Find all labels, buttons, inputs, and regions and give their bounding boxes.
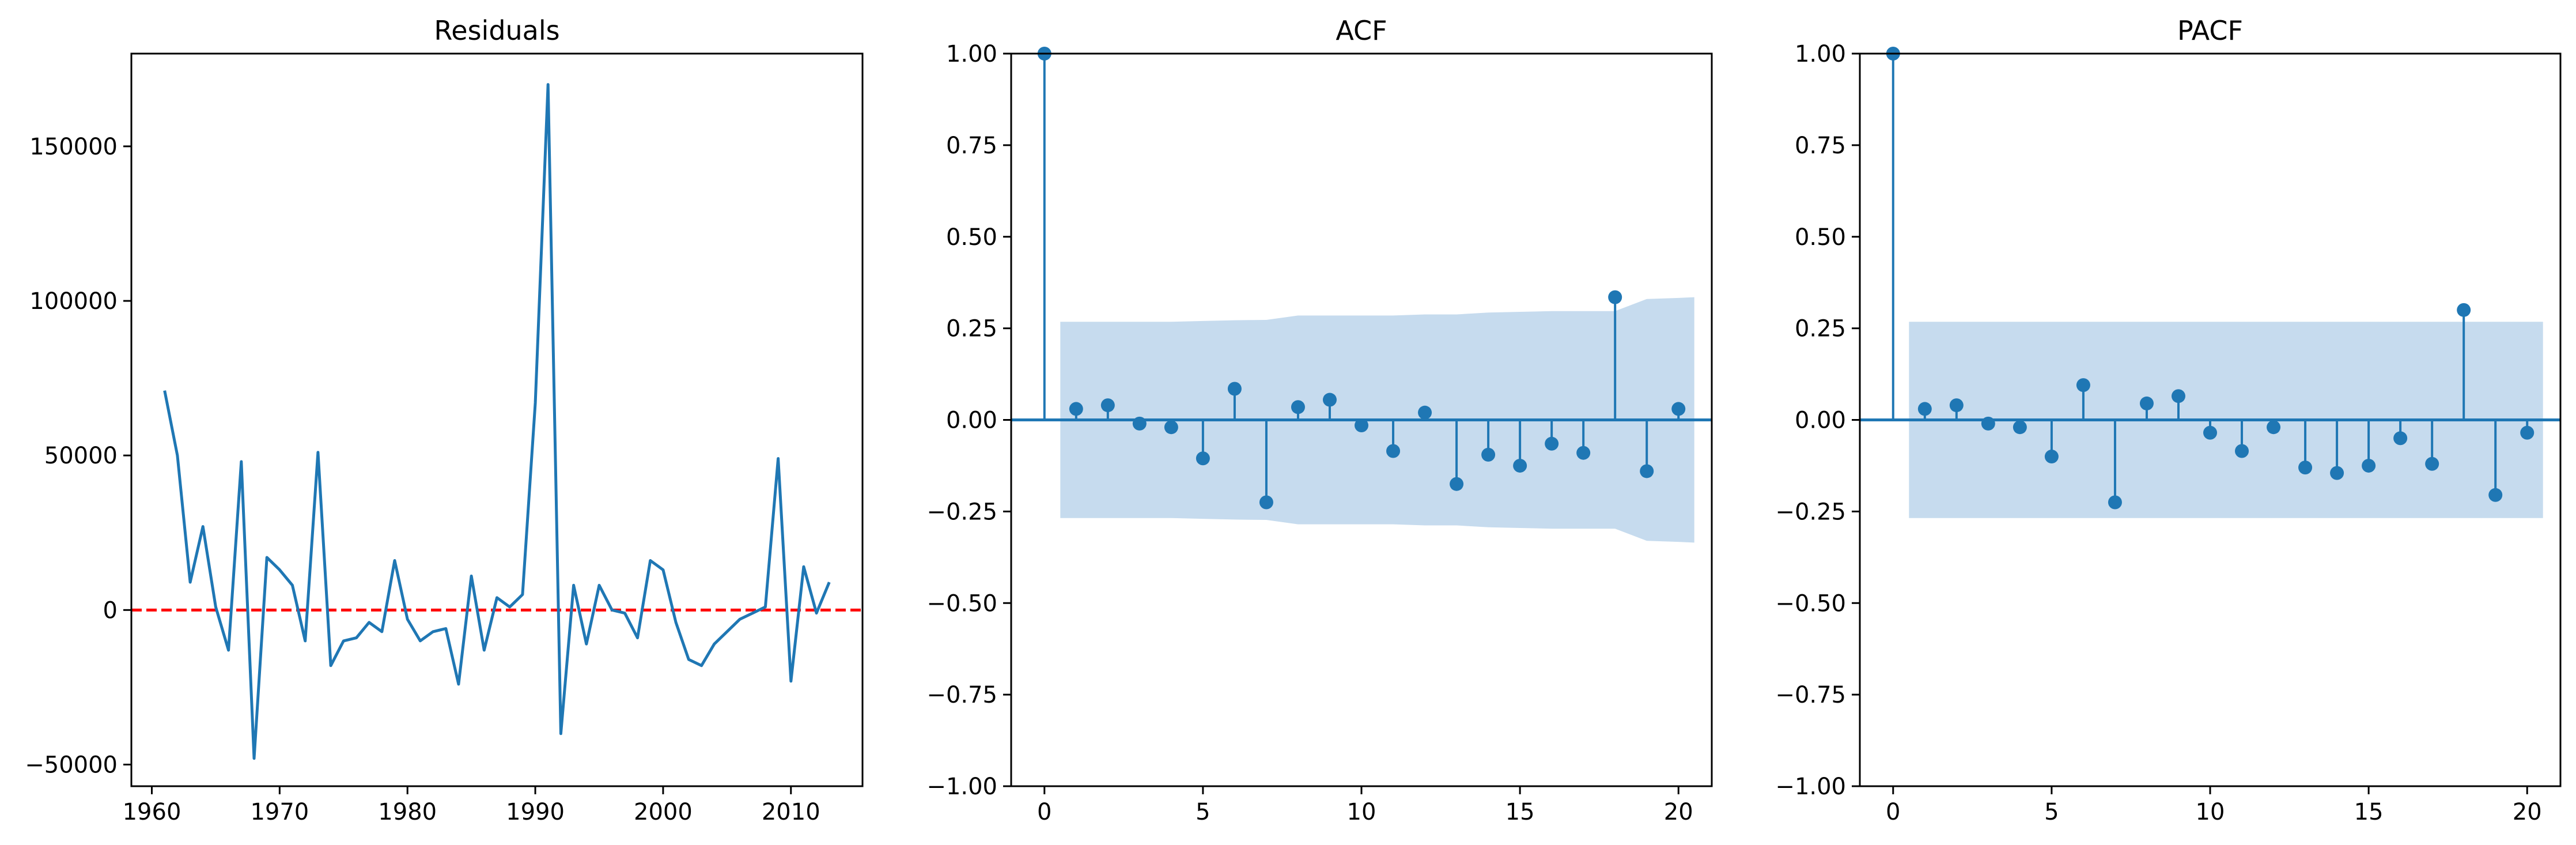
residuals-y-tick-label: 50000 bbox=[44, 443, 118, 469]
pacf-marker-11 bbox=[2235, 444, 2249, 458]
acf-marker-9 bbox=[1322, 393, 1337, 407]
residuals-y-tick-label: −50000 bbox=[25, 752, 118, 778]
pacf-marker-8 bbox=[2139, 396, 2154, 410]
acf-marker-13 bbox=[1450, 477, 1464, 491]
pacf-y-tick-label: −0.75 bbox=[1775, 682, 1846, 708]
acf-marker-17 bbox=[1576, 446, 1591, 460]
acf-marker-19 bbox=[1640, 464, 1654, 478]
acf-marker-16 bbox=[1545, 436, 1559, 451]
pacf-marker-1 bbox=[1917, 402, 1932, 416]
residuals-x-tick-label: 2000 bbox=[634, 799, 693, 825]
acf-x-tick-label: 5 bbox=[1196, 799, 1210, 825]
pacf-y-tick-label: 0.75 bbox=[1795, 133, 1846, 159]
acf-marker-20 bbox=[1671, 402, 1686, 416]
acf-panel: ACF 0 5 10 15 20 −1.00 −0.75 −0.50 −0.25 0.00 0.25 0… bbox=[926, 15, 1713, 825]
pacf-marker-12 bbox=[2267, 420, 2281, 435]
pacf-marker-16 bbox=[2393, 431, 2408, 446]
acf-y-tick-label: −1.00 bbox=[926, 774, 997, 800]
residuals-x-tick-label: 1960 bbox=[123, 799, 181, 825]
pacf-marker-20 bbox=[2520, 425, 2535, 440]
acf-marker-10 bbox=[1355, 418, 1368, 433]
residuals-panel: Residuals 1960 1970 1980 1990 2000 2010 −50000 0… bbox=[25, 15, 864, 825]
acf-x-tick-label: 15 bbox=[1505, 799, 1535, 825]
pacf-y-tick-label: −0.50 bbox=[1775, 590, 1846, 617]
pacf-y-tick-label: 0.25 bbox=[1795, 316, 1846, 342]
acf-y-tick-label: 0.00 bbox=[946, 408, 997, 434]
acf-marker-2 bbox=[1100, 398, 1115, 413]
acf-marker-12 bbox=[1418, 405, 1432, 420]
residuals-y-tick-label: 150000 bbox=[29, 134, 118, 160]
pacf-marker-18 bbox=[2457, 303, 2471, 317]
acf-y-tick-label: −0.75 bbox=[926, 682, 997, 708]
acf-y-tick-label: −0.25 bbox=[926, 499, 997, 525]
residuals-x-tick-label: 1970 bbox=[250, 799, 309, 825]
acf-marker-7 bbox=[1259, 495, 1273, 510]
acf-marker-1 bbox=[1069, 402, 1083, 416]
acf-marker-15 bbox=[1513, 458, 1527, 473]
acf-marker-4 bbox=[1164, 420, 1178, 435]
pacf-x-tick-label: 15 bbox=[2354, 799, 2384, 825]
acf-marker-8 bbox=[1291, 400, 1305, 414]
pacf-x-tick-label: 10 bbox=[2196, 799, 2225, 825]
residuals-axes-frame bbox=[130, 52, 864, 787]
pacf-panel: PACF 0 5 10 15 20 −1.00 −0.75 −0.50 −0.25 0.00 0.25… bbox=[1775, 15, 2562, 825]
pacf-marker-6 bbox=[2076, 378, 2090, 393]
pacf-x-tick-label: 0 bbox=[1886, 799, 1900, 825]
residuals-x-tick-label: 2010 bbox=[762, 799, 820, 825]
pacf-marker-10 bbox=[2203, 425, 2217, 440]
acf-marker-11 bbox=[1386, 444, 1401, 458]
acf-x-tick-label: 20 bbox=[1664, 799, 1693, 825]
pacf-marker-7 bbox=[2108, 495, 2122, 510]
pacf-y-tick-label: −1.00 bbox=[1775, 774, 1846, 800]
pacf-y-tick-label: 0.50 bbox=[1795, 224, 1846, 251]
acf-y-tick-label: 0.75 bbox=[946, 133, 997, 159]
acf-y-tick-label: 1.00 bbox=[946, 41, 997, 67]
acf-y-tick-label: 0.25 bbox=[946, 316, 997, 342]
acf-title: ACF bbox=[1336, 15, 1387, 46]
acf-y-tick-label: −0.50 bbox=[926, 590, 997, 617]
acf-x-tick-label: 0 bbox=[1037, 799, 1051, 825]
acf-y-tick-label: 0.50 bbox=[946, 224, 997, 251]
pacf-title: PACF bbox=[2177, 15, 2243, 46]
pacf-marker-15 bbox=[2362, 458, 2376, 473]
pacf-marker-19 bbox=[2488, 488, 2503, 502]
pacf-marker-17 bbox=[2425, 457, 2439, 471]
residuals-y-tick-label: 0 bbox=[103, 597, 118, 624]
pacf-marker-9 bbox=[2171, 389, 2185, 403]
pacf-marker-13 bbox=[2298, 461, 2313, 475]
pacf-y-tick-label: −0.25 bbox=[1775, 499, 1846, 525]
pacf-marker-2 bbox=[1949, 398, 1964, 413]
acf-x-tick-label: 10 bbox=[1347, 799, 1376, 825]
residuals-title: Residuals bbox=[434, 15, 559, 46]
pacf-marker-4 bbox=[2013, 420, 2027, 435]
residuals-x-tick-label: 1990 bbox=[506, 799, 565, 825]
acf-marker-6 bbox=[1227, 382, 1242, 396]
pacf-y-tick-label: 1.00 bbox=[1795, 41, 1846, 67]
pacf-marker-5 bbox=[2044, 450, 2059, 464]
pacf-marker-14 bbox=[2330, 466, 2344, 480]
pacf-x-tick-label: 5 bbox=[2044, 799, 2059, 825]
pacf-y-tick-label: 0.00 bbox=[1795, 408, 1846, 434]
residuals-y-tick-label: 100000 bbox=[29, 288, 118, 315]
acf-marker-5 bbox=[1196, 451, 1210, 466]
residuals-x-tick-label: 1980 bbox=[378, 799, 437, 825]
residuals-series-line bbox=[163, 83, 831, 760]
pacf-x-tick-label: 20 bbox=[2513, 799, 2542, 825]
acf-marker-14 bbox=[1481, 447, 1496, 462]
acf-marker-18 bbox=[1608, 290, 1622, 304]
